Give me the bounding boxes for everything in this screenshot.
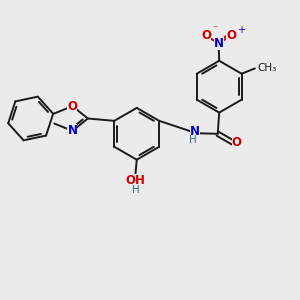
Text: ⁻: ⁻ xyxy=(212,25,217,34)
Text: H: H xyxy=(189,135,197,145)
Text: N: N xyxy=(68,124,77,137)
Text: O: O xyxy=(201,29,211,42)
Text: CH₃: CH₃ xyxy=(258,63,277,74)
Text: O: O xyxy=(226,29,236,42)
Text: O: O xyxy=(68,100,77,112)
Text: H: H xyxy=(132,185,140,195)
Text: N: N xyxy=(214,37,224,50)
Text: +: + xyxy=(237,25,245,34)
Text: OH: OH xyxy=(125,174,145,187)
Text: N: N xyxy=(190,125,200,138)
Text: O: O xyxy=(232,136,242,149)
